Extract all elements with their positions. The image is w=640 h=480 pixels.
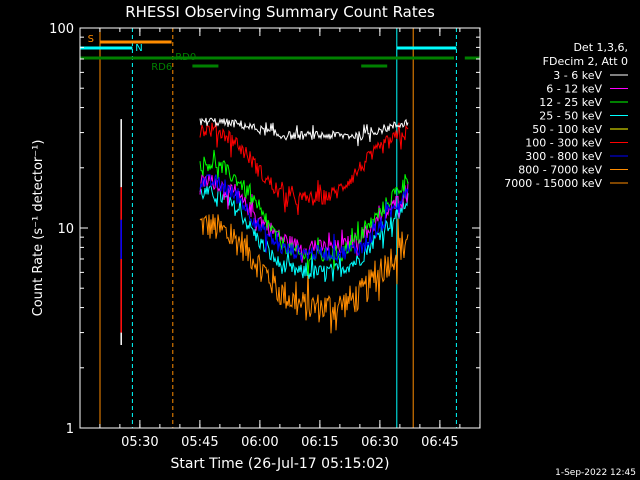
x-tick-label-3: 06:15 bbox=[301, 435, 338, 450]
legend-label-6: 300 - 800 keV bbox=[525, 150, 602, 163]
series-line-25-50keV bbox=[199, 184, 409, 283]
legend-label-0: 3 - 6 keV bbox=[553, 69, 602, 82]
flag-label-rd6: RD6 bbox=[151, 62, 172, 73]
legend-label-7: 800 - 7000 keV bbox=[518, 164, 602, 177]
legend-header-0: Det 1,3,6, bbox=[573, 41, 628, 54]
series-line-12-25keV bbox=[199, 149, 409, 276]
flag-label-n: N bbox=[135, 43, 142, 54]
chart-title: RHESSI Observing Summary Count Rates bbox=[125, 3, 435, 21]
legend-label-8: 7000 - 15000 keV bbox=[504, 177, 602, 190]
y-tick-label-0: 1 bbox=[66, 422, 74, 437]
x-tick-label-5: 06:45 bbox=[421, 435, 458, 450]
series-line-800-7000keV bbox=[199, 214, 409, 334]
flag-label-s: S bbox=[88, 34, 94, 45]
y-axis-label: Count Rate (s⁻¹ detector⁻¹) bbox=[31, 140, 46, 317]
legend-label-3: 25 - 50 keV bbox=[539, 110, 602, 123]
legend-label-5: 100 - 300 keV bbox=[525, 137, 602, 150]
axes-frame bbox=[79, 27, 481, 429]
x-tick-label-4: 06:30 bbox=[361, 435, 398, 450]
x-axis-label: Start Time (26-Jul-17 05:15:02) bbox=[170, 456, 389, 472]
legend-label-4: 50 - 100 keV bbox=[532, 123, 602, 136]
x-tick-label-1: 05:45 bbox=[181, 435, 218, 450]
series-line-300-800keV bbox=[199, 174, 409, 263]
legend-header-1: FDecim 2, Att 0 bbox=[543, 55, 628, 68]
legend-label-1: 6 - 12 keV bbox=[546, 83, 602, 96]
series-line-3-6keV bbox=[199, 117, 409, 147]
x-tick-label-2: 06:00 bbox=[241, 435, 278, 450]
x-tick-label-0: 05:30 bbox=[121, 435, 158, 450]
y-tick-label-2: 100 bbox=[49, 22, 74, 37]
generation-timestamp: 1-Sep-2022 12:45 bbox=[555, 468, 636, 478]
legend-label-2: 12 - 25 keV bbox=[539, 96, 602, 109]
y-tick-label-1: 10 bbox=[57, 222, 74, 237]
series-line-100-300keV bbox=[199, 122, 409, 216]
flag-label-rd0: RD0 bbox=[175, 52, 196, 63]
